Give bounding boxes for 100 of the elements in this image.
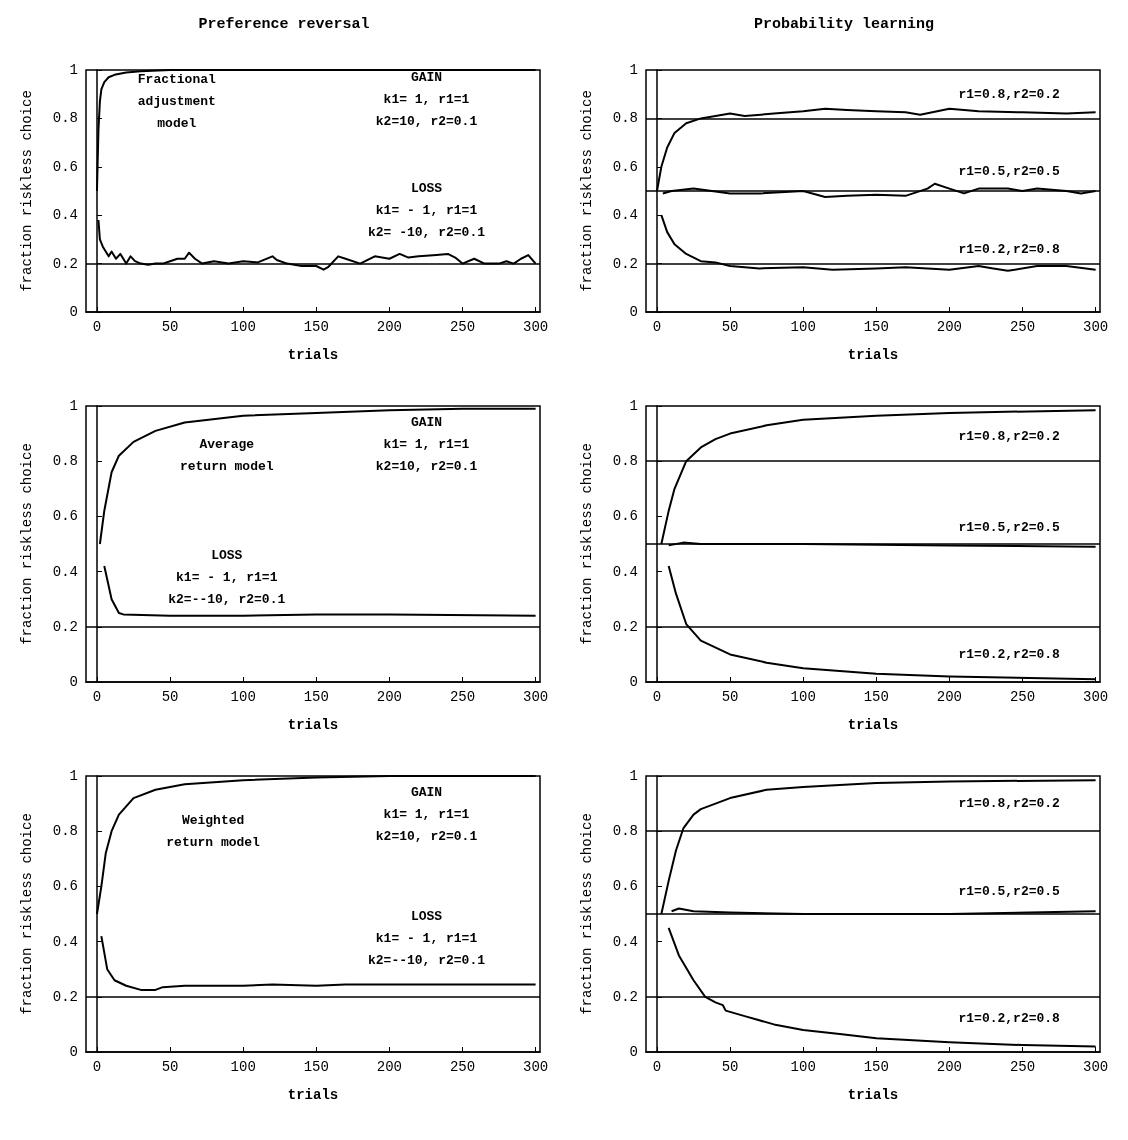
y-tick-label: 0.6 [52, 878, 78, 895]
x-axis-title: trials [847, 717, 899, 733]
y-tick-label: 0.2 [52, 618, 78, 635]
x-tick-label: 150 [863, 319, 889, 335]
x-tick-label: 0 [652, 1059, 662, 1075]
y-tick-label: 0.8 [612, 110, 638, 127]
y-tick-label: 0 [69, 304, 78, 320]
x-tick-label: 50 [161, 319, 179, 335]
annotation: r1=0.2,r2=0.8 [958, 1011, 1061, 1027]
x-axis-title: trials [847, 347, 899, 363]
x-tick-label: 0 [92, 689, 102, 705]
y-tick-label: 0.8 [52, 453, 78, 470]
x-tick-label: 200 [936, 1059, 963, 1075]
annotation: r1=0.5,r2=0.5 [958, 884, 1061, 900]
annotation: LOSS k1= - 1, r1=1 k2= -10, r2=0.1 [367, 180, 486, 240]
x-tick-label: 200 [936, 689, 963, 705]
x-tick-label: 100 [230, 689, 256, 705]
x-tick-label: 100 [790, 689, 816, 705]
chart-title: Probability learning [753, 16, 935, 33]
x-tick-label: 200 [376, 1059, 403, 1075]
y-tick-label: 0.4 [52, 563, 78, 580]
annotation: GAIN k1= 1, r1=1 k2=10, r2=0.1 [375, 69, 478, 129]
y-tick-label: 0.6 [52, 508, 78, 525]
annotation: GAIN k1= 1, r1=1 k2=10, r2=0.1 [375, 785, 478, 845]
x-tick-label: 100 [230, 1059, 256, 1075]
x-tick-label: 250 [449, 689, 476, 705]
x-tick-label: 100 [790, 319, 816, 335]
y-tick-label: 1 [69, 62, 78, 78]
x-tick-label: 50 [721, 1059, 739, 1075]
y-axis-title: fraction riskless choice [579, 443, 595, 645]
x-tick-label: 150 [863, 1059, 889, 1075]
x-axis-title: trials [287, 347, 339, 363]
y-tick-label: 0.2 [52, 255, 78, 272]
x-tick-label: 50 [721, 689, 739, 705]
x-tick-label: 250 [1009, 1059, 1036, 1075]
y-tick-label: 0 [629, 304, 638, 320]
y-tick-label: 0.4 [52, 933, 78, 950]
annotation: r1=0.5,r2=0.5 [958, 519, 1061, 535]
y-tick-label: 0 [629, 1044, 638, 1060]
chart-title: Preference reversal [198, 16, 370, 33]
x-tick-label: 0 [92, 319, 102, 335]
y-tick-label: 1 [69, 398, 78, 414]
y-tick-label: 0.8 [612, 823, 638, 840]
annotation: r1=0.5,r2=0.5 [958, 164, 1061, 180]
x-tick-label: 300 [1083, 689, 1109, 705]
annotation: GAIN k1= 1, r1=1 k2=10, r2=0.1 [375, 415, 478, 475]
x-tick-label: 300 [1083, 319, 1109, 335]
y-tick-label: 0.8 [52, 823, 78, 840]
x-tick-label: 150 [303, 1059, 329, 1075]
y-tick-label: 1 [629, 768, 638, 784]
y-tick-label: 0.6 [612, 508, 638, 525]
y-tick-label: 0.2 [52, 988, 78, 1005]
x-tick-label: 100 [790, 1059, 816, 1075]
x-axis-title: trials [287, 1087, 339, 1103]
y-axis-title: fraction riskless choice [19, 443, 35, 645]
x-tick-label: 300 [523, 319, 549, 335]
x-tick-label: 0 [652, 689, 662, 705]
x-tick-label: 200 [376, 689, 403, 705]
y-tick-label: 0.2 [612, 255, 638, 272]
y-axis-title: fraction riskless choice [579, 813, 595, 1015]
x-tick-label: 250 [449, 1059, 476, 1075]
x-tick-label: 0 [652, 319, 662, 335]
annotation: Weighted return model [166, 812, 261, 850]
x-tick-label: 250 [449, 319, 476, 335]
y-tick-label: 1 [629, 62, 638, 78]
x-tick-label: 100 [230, 319, 256, 335]
y-axis-title: fraction riskless choice [19, 813, 35, 1015]
x-tick-label: 300 [523, 689, 549, 705]
x-axis-title: trials [287, 717, 339, 733]
y-tick-label: 0 [629, 674, 638, 690]
y-tick-label: 0 [69, 1044, 78, 1060]
y-tick-label: 1 [69, 768, 78, 784]
y-axis-title: fraction riskless choice [579, 90, 595, 292]
annotation: LOSS k1= - 1, r1=1 k2=--10, r2=0.1 [168, 547, 286, 607]
x-tick-label: 0 [92, 1059, 102, 1075]
annotation: Fractional adjustment model [137, 71, 216, 131]
y-tick-label: 0.4 [612, 933, 638, 950]
x-tick-label: 150 [303, 689, 329, 705]
x-tick-label: 50 [161, 1059, 179, 1075]
x-tick-label: 300 [1083, 1059, 1109, 1075]
y-tick-label: 0.4 [52, 207, 78, 224]
x-tick-label: 50 [721, 319, 739, 335]
x-tick-label: 150 [303, 319, 329, 335]
y-tick-label: 1 [629, 398, 638, 414]
annotation: Average return model [179, 437, 274, 475]
y-tick-label: 0 [69, 674, 78, 690]
x-tick-label: 200 [376, 319, 403, 335]
x-tick-label: 250 [1009, 319, 1036, 335]
y-tick-label: 0.4 [612, 563, 638, 580]
annotation: r1=0.8,r2=0.2 [958, 796, 1061, 812]
y-tick-label: 0.6 [612, 158, 638, 175]
y-tick-label: 0.6 [612, 878, 638, 895]
x-tick-label: 250 [1009, 689, 1036, 705]
x-tick-label: 50 [161, 689, 179, 705]
annotation: r1=0.2,r2=0.8 [958, 646, 1061, 662]
annotation: r1=0.8,r2=0.2 [958, 428, 1061, 444]
y-tick-label: 0.8 [612, 453, 638, 470]
y-tick-label: 0.2 [612, 988, 638, 1005]
y-tick-label: 0.4 [612, 207, 638, 224]
y-tick-label: 0.2 [612, 618, 638, 635]
